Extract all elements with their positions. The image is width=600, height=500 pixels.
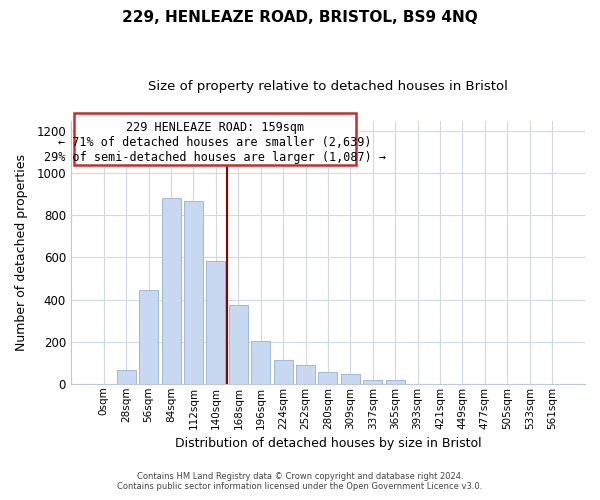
- Bar: [296, 365, 315, 384]
- Bar: [117, 370, 136, 384]
- X-axis label: Distribution of detached houses by size in Bristol: Distribution of detached houses by size …: [175, 437, 481, 450]
- Y-axis label: Number of detached properties: Number of detached properties: [15, 154, 28, 350]
- Bar: [386, 380, 405, 384]
- Text: 29% of semi-detached houses are larger (1,087) →: 29% of semi-detached houses are larger (…: [44, 151, 386, 164]
- Bar: [229, 305, 248, 384]
- FancyBboxPatch shape: [74, 112, 356, 166]
- Bar: [341, 374, 360, 384]
- Bar: [274, 360, 293, 384]
- Bar: [251, 340, 270, 384]
- Text: ← 71% of detached houses are smaller (2,639): ← 71% of detached houses are smaller (2,…: [58, 136, 371, 149]
- Bar: [161, 198, 181, 384]
- Bar: [206, 260, 226, 384]
- Title: Size of property relative to detached houses in Bristol: Size of property relative to detached ho…: [148, 80, 508, 93]
- Bar: [184, 200, 203, 384]
- Text: Contains HM Land Registry data © Crown copyright and database right 2024.: Contains HM Land Registry data © Crown c…: [137, 472, 463, 481]
- Text: Contains public sector information licensed under the Open Government Licence v3: Contains public sector information licen…: [118, 482, 482, 491]
- Bar: [139, 290, 158, 384]
- Bar: [319, 372, 337, 384]
- Text: 229 HENLEAZE ROAD: 159sqm: 229 HENLEAZE ROAD: 159sqm: [126, 120, 304, 134]
- Text: 229, HENLEAZE ROAD, BRISTOL, BS9 4NQ: 229, HENLEAZE ROAD, BRISTOL, BS9 4NQ: [122, 10, 478, 25]
- Bar: [363, 380, 382, 384]
